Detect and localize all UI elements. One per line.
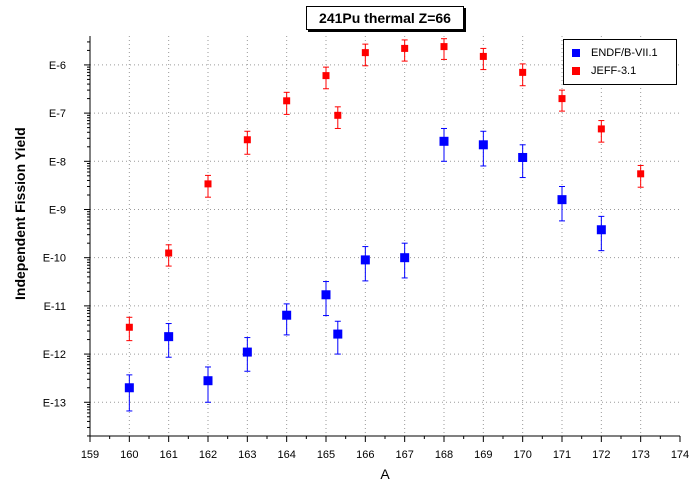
data-point <box>360 255 370 265</box>
series-jeff <box>125 38 645 342</box>
x-tick-label: 170 <box>513 449 531 461</box>
data-point <box>203 376 213 386</box>
data-point <box>322 72 330 80</box>
x-tick-label: 159 <box>81 449 99 461</box>
y-axis-title: Independent Fission Yield <box>12 127 28 300</box>
data-point <box>321 290 331 300</box>
data-point <box>165 249 173 257</box>
data-point <box>333 329 343 339</box>
data-point <box>125 323 133 331</box>
data-point <box>164 332 174 342</box>
data-point <box>204 180 212 188</box>
legend-label-jeff: JEFF-3.1 <box>591 65 637 77</box>
x-tick-label: 171 <box>553 449 571 461</box>
legend-swatch-endf <box>572 49 580 57</box>
x-tick-label: 161 <box>159 449 177 461</box>
x-tick-label: 174 <box>671 449 689 461</box>
x-tick-label: 162 <box>199 449 217 461</box>
data-point <box>558 95 566 103</box>
x-tick-label: 166 <box>356 449 374 461</box>
data-point <box>596 225 606 235</box>
y-tick-label: E-7 <box>49 108 66 120</box>
data-point <box>597 125 605 133</box>
data-point <box>439 136 449 146</box>
data-point <box>242 347 252 357</box>
y-tick-label: E-11 <box>44 301 66 313</box>
data-point <box>400 253 410 263</box>
x-tick-label: 169 <box>474 449 492 461</box>
data-point <box>124 383 134 393</box>
data-point <box>282 310 292 320</box>
data-point <box>334 111 342 119</box>
series-endf <box>124 127 606 412</box>
chart-title: 241Pu thermal Z=66 <box>306 6 464 30</box>
y-tick-label: E-13 <box>43 397 66 409</box>
x-tick-label: 167 <box>395 449 413 461</box>
legend-swatch-jeff <box>572 67 580 75</box>
data-point <box>361 49 369 57</box>
data-point <box>243 136 251 144</box>
x-tick-label: 172 <box>592 449 610 461</box>
y-tick-label: E-9 <box>49 204 66 216</box>
data-point <box>478 140 488 150</box>
axes <box>89 36 680 437</box>
x-axis-title: A <box>380 466 390 482</box>
x-tick-label: 173 <box>631 449 649 461</box>
y-tick-label: E-8 <box>49 156 66 168</box>
data-point <box>519 68 527 76</box>
x-tick-label: 164 <box>277 449 295 461</box>
y-tick-label: E-12 <box>43 349 66 361</box>
data-point <box>637 170 645 178</box>
data-point <box>479 52 487 60</box>
x-tick-label: 165 <box>317 449 335 461</box>
data-point <box>518 152 528 162</box>
axis-ticks: 159 160 161 162 163 164 165 166 167 168 169 170 171 1… <box>43 41 689 461</box>
data-point <box>440 43 448 51</box>
legend: ENDF/B-VII.1 JEFF-3.1 <box>563 39 677 85</box>
legend-item-jeff: JEFF-3.1 <box>572 64 636 78</box>
data-series <box>124 38 645 412</box>
x-tick-label: 168 <box>435 449 453 461</box>
data-point <box>401 44 409 52</box>
x-tick-label: 163 <box>238 449 256 461</box>
x-tick-label: 160 <box>120 449 138 461</box>
data-point <box>557 195 567 205</box>
data-point <box>283 97 291 105</box>
y-tick-label: E-6 <box>49 60 66 72</box>
legend-item-endf: ENDF/B-VII.1 <box>572 46 658 60</box>
legend-label-endf: ENDF/B-VII.1 <box>591 47 658 59</box>
grid-lines <box>90 36 680 436</box>
y-tick-label: E-10 <box>43 253 66 265</box>
